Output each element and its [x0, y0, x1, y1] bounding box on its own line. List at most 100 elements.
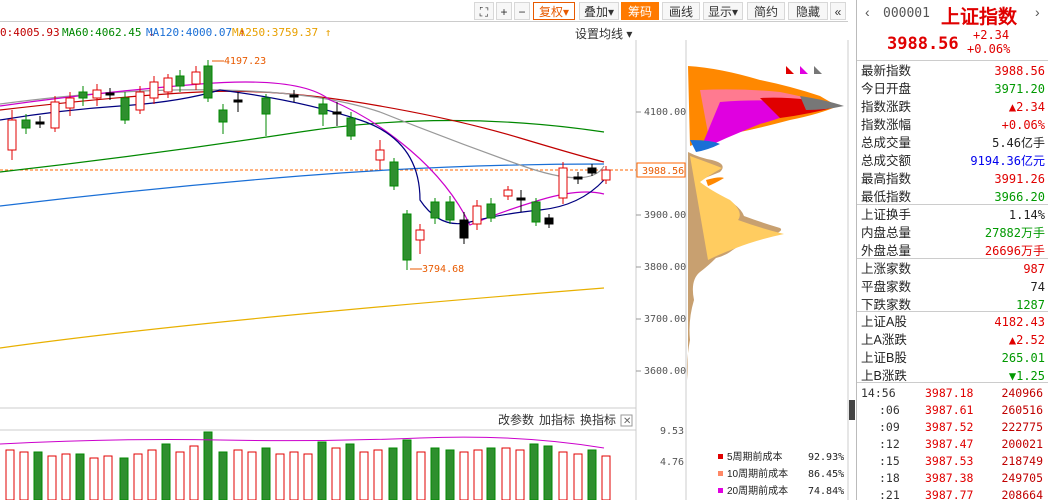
ma-red-line	[0, 90, 605, 163]
volume-tick: 9.53	[660, 426, 684, 437]
tick-row: :12 3987.47 200021	[857, 435, 1048, 453]
quote-value: 1287	[1016, 298, 1045, 312]
price-tick: 3900.00	[644, 210, 686, 221]
tick-volume: 240966	[1001, 386, 1043, 400]
quote-label: 总成交额	[861, 154, 912, 168]
quote-row: 下跌家数 1287	[857, 296, 1048, 314]
tick-price: 3987.61	[925, 403, 974, 417]
quote-row: 总成交额 9194.36亿元	[857, 152, 1048, 170]
quote-label: 下跌家数	[861, 298, 912, 312]
ma250-line	[0, 287, 605, 349]
chart-toolbar: ⛶ + − 复权▾ 叠加▾ 筹码 画线 显示▾ 简约 隐藏 «	[0, 0, 848, 22]
quote-label: 最高指数	[861, 172, 912, 186]
quote-row: 外盘总量 26696万手	[857, 242, 1048, 260]
tick-time: 14:56	[861, 386, 896, 400]
kline-chart[interactable]: 4100.00 3900.00 3800.00 3700.00 3600.00 …	[0, 40, 852, 500]
tick-time: :21	[879, 488, 900, 502]
quote-row: 上A涨跌 ▲2.52	[857, 331, 1048, 349]
tick-row: :09 3987.52 222775	[857, 418, 1048, 436]
tick-time: :09	[879, 420, 900, 434]
quote-panel: ‹ 000001 上证指数 › 3988.56 +2.34 +0.06% 最新指…	[856, 0, 1048, 502]
quote-value: ▼1.25	[1008, 369, 1045, 383]
chip-toolbar[interactable]	[786, 66, 822, 74]
quote-label: 内盘总量	[861, 226, 912, 240]
chip-legend-label: 5周期前成本	[727, 450, 783, 463]
tick-row: :18 3987.38 249705	[857, 469, 1048, 487]
quote-row: 上涨家数 987	[857, 260, 1048, 278]
tick-time: :12	[879, 437, 900, 451]
ma-legend-ma: 0:4005.93	[0, 26, 60, 39]
quote-row: 最低指数 3966.20	[857, 188, 1048, 206]
quote-label: 指数涨幅	[861, 118, 912, 132]
quote-label: 外盘总量	[861, 244, 912, 258]
quote-label: 平盘家数	[861, 280, 912, 294]
price-tick: 3600.00	[644, 366, 686, 377]
quote-row: 上证换手 1.14%	[857, 206, 1048, 224]
prev-index-icon[interactable]: ‹	[865, 4, 870, 20]
quote-label: 最低指数	[861, 190, 912, 204]
display-button[interactable]: 显示▾	[703, 2, 743, 20]
quote-label: 上证A股	[861, 315, 907, 329]
adjust-button[interactable]: 复权▾	[533, 2, 575, 20]
simple-button[interactable]: 简约	[747, 2, 785, 20]
quote-row: 总成交量 5.46亿手	[857, 134, 1048, 152]
chip-legend-value: 86.45%	[808, 469, 844, 480]
quote-row: 最新指数 3988.56	[857, 62, 1048, 80]
add-indicator-button[interactable]: 加指标	[539, 412, 575, 427]
lock-icon[interactable]: ⛶	[474, 2, 494, 20]
quote-value: 3966.20	[994, 190, 1045, 204]
tick-volume: 222775	[1001, 420, 1043, 434]
quote-value: 74	[1030, 280, 1045, 294]
index-name: 上证指数	[941, 7, 1018, 28]
tick-volume: 200021	[1001, 437, 1043, 451]
quote-value: 5.46亿手	[992, 136, 1045, 150]
svg-text:3988.56: 3988.56	[642, 166, 684, 177]
tick-volume: 218749	[1001, 454, 1043, 468]
tick-price: 3987.77	[925, 488, 974, 502]
zoom-in-button[interactable]: +	[496, 2, 512, 20]
quote-label: 上涨家数	[861, 262, 912, 276]
ma-settings-button[interactable]: 设置均线 ▾	[575, 27, 633, 41]
ma-navy-line	[0, 89, 605, 225]
hide-button[interactable]: 隐藏	[788, 2, 828, 20]
quote-value: 1.14%	[1008, 208, 1045, 222]
quote-value: 27882万手	[984, 226, 1045, 240]
panel-collapse-handle[interactable]	[849, 400, 855, 420]
chips-button[interactable]: 筹码	[621, 2, 659, 20]
tick-row: 14:56 3987.18 240966	[857, 384, 1048, 402]
quote-value: 4182.43	[994, 315, 1045, 329]
quote-value: +0.06%	[1001, 118, 1045, 132]
ma-legend-ma250: MA250:3759.37 ↑	[232, 26, 332, 39]
tick-row: :15 3987.53 218749	[857, 452, 1048, 470]
quote-label: 总成交量	[861, 136, 912, 150]
zoom-out-button[interactable]: −	[514, 2, 530, 20]
quote-value: 3988.56	[994, 64, 1045, 78]
chip-legend-label: 10周期前成本	[727, 467, 788, 480]
tick-volume: 260516	[1001, 403, 1043, 417]
more-button[interactable]: «	[830, 2, 846, 20]
quote-value: 3991.26	[994, 172, 1045, 186]
next-index-icon[interactable]: ›	[1035, 4, 1040, 20]
quote-label: 最新指数	[861, 64, 912, 78]
tick-row: :06 3987.61 260516	[857, 401, 1048, 419]
quote-value: ▲2.52	[1008, 333, 1045, 347]
quote-row: 上证A股 4182.43	[857, 313, 1048, 331]
quote-label: 上B涨跌	[861, 369, 907, 383]
svg-text:✕: ✕	[623, 416, 631, 427]
price-tick: 3700.00	[644, 314, 686, 325]
volume-bars	[0, 431, 611, 500]
overlay-button[interactable]: 叠加▾	[579, 2, 619, 20]
close-icon[interactable]	[620, 414, 633, 427]
edit-params-button[interactable]: 改参数	[498, 412, 534, 427]
draw-line-button[interactable]: 画线	[662, 2, 700, 20]
index-change: +2.34	[973, 28, 1010, 42]
quote-row: 上证B股 265.01	[857, 349, 1048, 367]
tick-time: :06	[879, 403, 900, 417]
switch-indicator-button[interactable]: 换指标	[580, 412, 616, 427]
quote-row: 指数涨幅 +0.06%	[857, 116, 1048, 134]
chip-legend-label: 20周期前成本	[727, 484, 788, 497]
ma60-line	[0, 119, 605, 173]
ma120-line	[0, 163, 605, 207]
tick-volume: 249705	[1001, 471, 1043, 485]
quote-label: 上证换手	[861, 208, 912, 222]
